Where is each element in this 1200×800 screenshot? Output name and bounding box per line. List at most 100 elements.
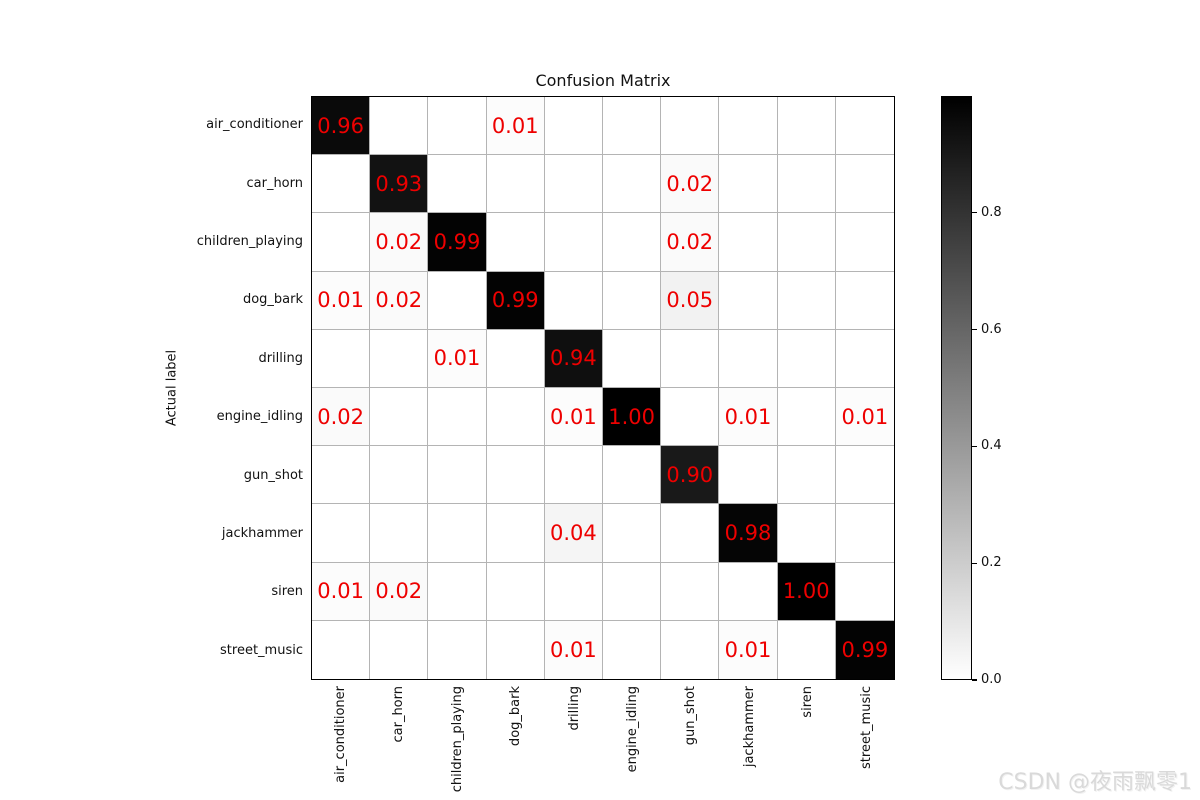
colorbar-tick-mark	[972, 679, 977, 681]
matrix-cell	[661, 388, 720, 447]
matrix-cell	[544, 213, 603, 272]
matrix-cell: 0.01	[719, 620, 778, 679]
matrix-cell	[486, 562, 545, 621]
x-tick-label: dog_bark	[508, 686, 524, 747]
matrix-cell	[661, 329, 720, 388]
y-tick-label: street_music	[220, 642, 303, 658]
matrix-cell	[428, 446, 487, 505]
matrix-cell	[777, 97, 836, 156]
matrix-cell	[777, 155, 836, 214]
matrix-cell	[603, 562, 662, 621]
matrix-cell: 0.01	[544, 620, 603, 679]
matrix-cell: 0.02	[370, 271, 429, 330]
matrix-cell	[486, 155, 545, 214]
y-tick-label: air_conditioner	[206, 117, 303, 133]
matrix-cell: 0.01	[544, 388, 603, 447]
matrix-cell	[370, 504, 429, 563]
heatmap-plot-area: 0.96 0.01 0.93 0.02 0.02 0.99 0.02 0.01 0.02 0.99…	[311, 96, 895, 680]
matrix-cell	[719, 97, 778, 156]
matrix-cell	[312, 446, 371, 505]
matrix-cell: 0.02	[370, 213, 429, 272]
y-tick-label: car_horn	[246, 175, 303, 191]
matrix-cell: 0.99	[428, 213, 487, 272]
matrix-cell	[777, 329, 836, 388]
matrix-cell	[603, 620, 662, 679]
matrix-cell: 0.02	[312, 388, 371, 447]
y-tick-label: children_playing	[196, 234, 303, 249]
matrix-cell	[486, 620, 545, 679]
matrix-cell: 0.90	[661, 446, 720, 505]
y-tick-label: dog_bark	[242, 292, 303, 308]
y-tick-label: gun_shot	[243, 467, 303, 483]
colorbar-tick-mark	[972, 562, 977, 564]
matrix-cell	[370, 97, 429, 156]
matrix-cell	[777, 388, 836, 447]
matrix-cell	[603, 155, 662, 214]
matrix-cell	[370, 620, 429, 679]
matrix-cell	[835, 155, 894, 214]
matrix-cell	[603, 271, 662, 330]
colorbar-tick-label: 0.4	[981, 438, 1002, 454]
matrix-cell	[370, 446, 429, 505]
watermark-text: CSDN @夜雨飘零1	[998, 770, 1192, 795]
matrix-cell: 0.99	[486, 271, 545, 330]
matrix-cell	[835, 97, 894, 156]
chart-title: Confusion Matrix	[535, 71, 671, 90]
matrix-cell: 0.96	[312, 97, 371, 156]
matrix-cell	[661, 97, 720, 156]
matrix-cell	[603, 504, 662, 563]
matrix-cell	[312, 504, 371, 563]
matrix-cell	[835, 329, 894, 388]
matrix-cell	[486, 388, 545, 447]
matrix-cell: 0.04	[544, 504, 603, 563]
matrix-cell	[719, 271, 778, 330]
matrix-cell: 0.02	[661, 213, 720, 272]
matrix-cell	[661, 504, 720, 563]
matrix-cell	[312, 213, 371, 272]
colorbar-tick-mark	[972, 329, 977, 331]
x-tick-label: street_music	[858, 686, 874, 769]
matrix-cell	[719, 562, 778, 621]
matrix-cell	[719, 213, 778, 272]
matrix-cell	[777, 271, 836, 330]
matrix-cell	[428, 562, 487, 621]
colorbar-tick-label: 0.0	[981, 672, 1002, 687]
matrix-cell: 0.01	[486, 97, 545, 156]
matrix-cell	[777, 620, 836, 679]
matrix-cell	[719, 155, 778, 214]
matrix-cell	[661, 620, 720, 679]
matrix-cell	[544, 155, 603, 214]
matrix-cell	[544, 271, 603, 330]
matrix-cell	[370, 388, 429, 447]
matrix-cell	[835, 271, 894, 330]
matrix-cell	[719, 446, 778, 505]
y-tick-label: jackhammer	[221, 526, 303, 541]
matrix-cell	[312, 329, 371, 388]
matrix-cell: 0.02	[661, 155, 720, 214]
matrix-cell: 0.01	[312, 562, 371, 621]
matrix-cell: 0.94	[544, 329, 603, 388]
colorbar-tick-label: 0.6	[981, 321, 1002, 337]
y-tick-label: drilling	[258, 350, 303, 366]
matrix-cell	[777, 446, 836, 505]
colorbar-tick-mark	[972, 212, 977, 214]
matrix-cell	[486, 329, 545, 388]
matrix-cell: 0.01	[428, 329, 487, 388]
matrix-cell: 0.01	[835, 388, 894, 447]
matrix-cell	[370, 329, 429, 388]
matrix-cell	[312, 620, 371, 679]
matrix-cell	[603, 329, 662, 388]
matrix-cell: 0.01	[719, 388, 778, 447]
x-tick-label: drilling	[566, 686, 582, 731]
x-tick-label: gun_shot	[683, 686, 699, 746]
x-tick-label: engine_idling	[625, 686, 640, 773]
matrix-cell	[428, 388, 487, 447]
matrix-cell	[777, 504, 836, 563]
matrix-cell: 0.05	[661, 271, 720, 330]
matrix-cell: 0.98	[719, 504, 778, 563]
matrix-cell	[661, 562, 720, 621]
x-tick-label: jackhammer	[741, 686, 757, 768]
matrix-cell	[428, 97, 487, 156]
colorbar-tick-label: 0.2	[981, 555, 1002, 571]
